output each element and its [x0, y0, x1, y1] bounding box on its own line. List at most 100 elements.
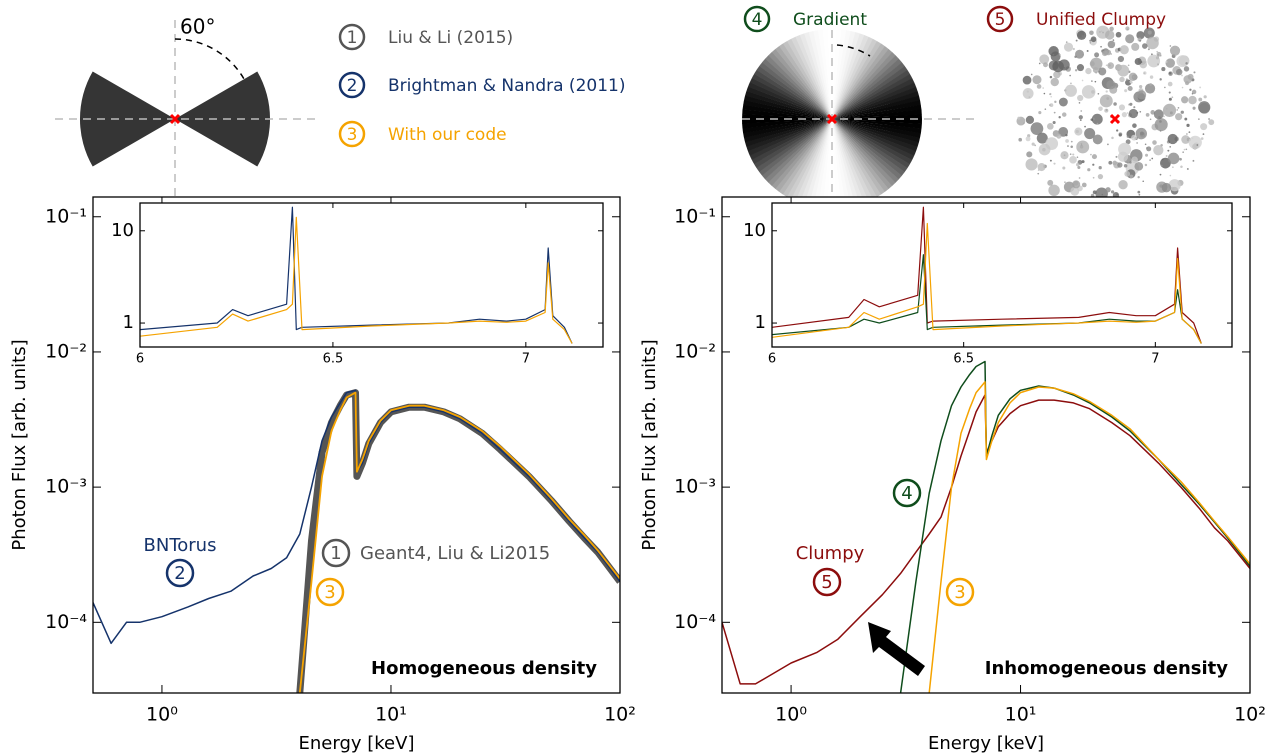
- clump: [1070, 140, 1073, 143]
- gradient-wedge: [788, 119, 832, 206]
- clump: [1081, 182, 1087, 188]
- gradient-wedge: [742, 119, 832, 154]
- annotation: Geant4, Liu & Li2015: [360, 543, 550, 564]
- clump: [1049, 159, 1052, 162]
- clump: [1193, 71, 1196, 74]
- clump: [1127, 85, 1133, 91]
- clump: [1165, 155, 1168, 157]
- clump: [1131, 134, 1138, 141]
- annotation-marker: [315, 577, 345, 607]
- x-tick-label: 10²: [1234, 704, 1266, 726]
- clump: [1151, 157, 1154, 160]
- gradient-wedge: [755, 58, 832, 119]
- clump: [1053, 111, 1056, 114]
- gradient-wedge: [832, 109, 922, 119]
- series-line: [928, 381, 1250, 693]
- clump: [1176, 109, 1179, 111]
- legend-marker: [986, 5, 1014, 33]
- clump: [1092, 176, 1095, 179]
- y-tick-label: 10⁻¹: [45, 205, 87, 227]
- clump: [1049, 104, 1051, 106]
- clump: [1072, 47, 1075, 51]
- clump: [1199, 86, 1202, 89]
- clump: [1125, 139, 1131, 145]
- clump: [1186, 123, 1190, 127]
- gradient-wedge: [832, 119, 884, 202]
- clump: [1025, 158, 1038, 171]
- clump: [1168, 97, 1172, 101]
- clump: [1054, 100, 1057, 104]
- gradient-wedge: [832, 119, 917, 167]
- clump: [1137, 90, 1147, 100]
- clump: [1050, 77, 1059, 87]
- clump: [1163, 115, 1165, 118]
- gradient-wedge: [832, 32, 876, 119]
- clump: [1149, 83, 1153, 86]
- clump: [1076, 140, 1090, 154]
- gradient-wedge: [832, 94, 922, 119]
- clump: [1111, 136, 1114, 140]
- clump: [1076, 30, 1087, 40]
- gradient-wedge: [832, 89, 922, 119]
- clump: [1089, 41, 1092, 44]
- clump: [1129, 102, 1133, 106]
- clump: [1092, 67, 1099, 74]
- clump: [1106, 80, 1116, 90]
- clump: [1200, 123, 1208, 131]
- clump: [1119, 45, 1129, 55]
- gradient-wedge: [832, 42, 893, 119]
- clump: [1145, 61, 1147, 63]
- clump: [1094, 52, 1100, 58]
- line-chart: 6 6.5 7 1 10: [111, 202, 604, 367]
- clump: [1072, 180, 1081, 189]
- gradient-wedge: [802, 29, 832, 119]
- legend-number: 3: [347, 125, 358, 145]
- annotation: BNTorus: [144, 535, 217, 556]
- clump: [1129, 80, 1133, 84]
- clump: [1167, 81, 1173, 87]
- clump: [1047, 179, 1054, 186]
- clump: [1156, 50, 1158, 53]
- gradient-wedge: [772, 41, 832, 119]
- gradient-wedge: [832, 119, 912, 176]
- clump: [1050, 51, 1061, 62]
- annotation-marker: [321, 538, 351, 568]
- clump: [1180, 110, 1184, 114]
- gradient-wedge: [758, 55, 832, 119]
- clump: [1115, 155, 1118, 158]
- clump: [1078, 115, 1083, 120]
- clump: [1077, 165, 1081, 170]
- clump: [1183, 75, 1193, 84]
- clump: [1154, 118, 1168, 132]
- clump: [1079, 119, 1082, 121]
- clump: [1196, 144, 1199, 146]
- gradient-wedge: [832, 119, 919, 163]
- clump: [1070, 145, 1073, 148]
- clump: [1182, 151, 1184, 153]
- clump: [1091, 113, 1103, 125]
- gradient-wedge: [832, 39, 889, 120]
- clump: [1125, 34, 1135, 44]
- clump: [1077, 94, 1084, 102]
- y-tick-label: 10: [743, 220, 766, 241]
- clump: [1030, 73, 1033, 76]
- plot-frame: [721, 196, 1251, 694]
- clump: [1058, 97, 1068, 107]
- gradient-wedge: [832, 45, 896, 119]
- series-line: [772, 206, 1202, 344]
- gradient-wedge: [832, 80, 921, 119]
- clump: [1090, 118, 1094, 121]
- gradient-wedge: [742, 119, 832, 144]
- clump: [1165, 60, 1168, 63]
- clump: [1147, 30, 1152, 35]
- clump: [1048, 184, 1060, 197]
- clump: [1101, 50, 1108, 57]
- clump: [1080, 110, 1083, 112]
- x-tick-label: 10⁰: [146, 704, 178, 726]
- clump: [1183, 66, 1190, 72]
- legend-label: Unified Clumpy: [1036, 10, 1166, 30]
- clump: [1089, 30, 1094, 36]
- plot-frame: [771, 202, 1233, 348]
- legend-label: With our code: [388, 125, 507, 145]
- x-tick-label: 10¹: [375, 704, 407, 726]
